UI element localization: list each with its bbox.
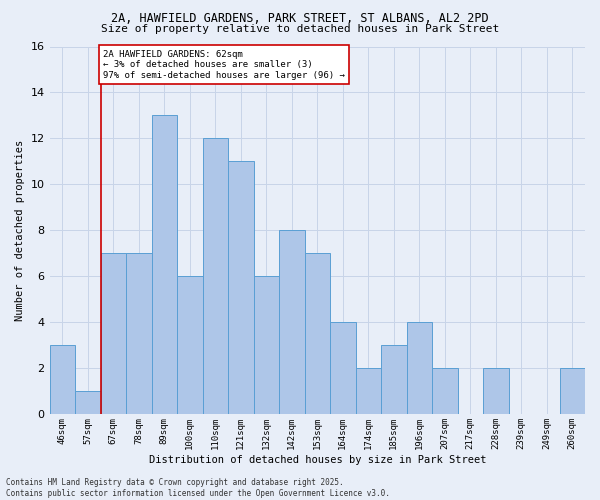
- Bar: [560, 368, 585, 414]
- Bar: [254, 276, 279, 414]
- Text: Contains HM Land Registry data © Crown copyright and database right 2025.
Contai: Contains HM Land Registry data © Crown c…: [6, 478, 390, 498]
- Bar: [432, 368, 458, 414]
- Y-axis label: Number of detached properties: Number of detached properties: [15, 140, 25, 321]
- Bar: [50, 346, 75, 414]
- Bar: [407, 322, 432, 414]
- Bar: [203, 138, 228, 414]
- Bar: [126, 254, 152, 414]
- Text: 2A, HAWFIELD GARDENS, PARK STREET, ST ALBANS, AL2 2PD: 2A, HAWFIELD GARDENS, PARK STREET, ST AL…: [111, 12, 489, 26]
- Bar: [152, 116, 177, 414]
- Text: Size of property relative to detached houses in Park Street: Size of property relative to detached ho…: [101, 24, 499, 34]
- Bar: [330, 322, 356, 414]
- Text: 2A HAWFIELD GARDENS: 62sqm
← 3% of detached houses are smaller (3)
97% of semi-d: 2A HAWFIELD GARDENS: 62sqm ← 3% of detac…: [103, 50, 345, 80]
- Bar: [305, 254, 330, 414]
- Bar: [177, 276, 203, 414]
- Bar: [356, 368, 381, 414]
- Bar: [483, 368, 509, 414]
- Bar: [279, 230, 305, 414]
- Bar: [101, 254, 126, 414]
- X-axis label: Distribution of detached houses by size in Park Street: Distribution of detached houses by size …: [149, 455, 486, 465]
- Bar: [228, 162, 254, 414]
- Bar: [75, 392, 101, 414]
- Bar: [381, 346, 407, 414]
